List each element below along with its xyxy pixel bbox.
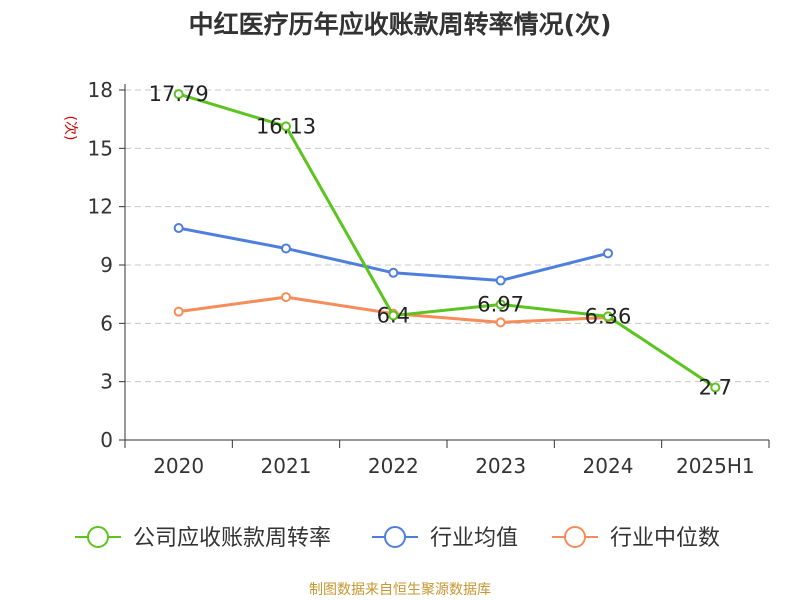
data-label: 16.13 — [256, 114, 316, 138]
legend-item-2: 行业中位数 — [552, 526, 720, 551]
series-1-point — [281, 243, 291, 254]
axes: 0 3 6 9 12 15 18 2020 2021 2022 2023 2024 2025H1 — [88, 78, 770, 478]
legend-label: 公司应收账款周转率 — [133, 526, 331, 551]
data-labels: 17.79 16.13 6.4 6.97 6.36 2.7 — [149, 82, 732, 399]
series-1-point — [495, 275, 506, 286]
legend-swatch-marker — [564, 526, 586, 548]
y-tick-label: 18 — [88, 78, 113, 102]
series-2-point — [495, 317, 506, 328]
series-1-point — [603, 248, 613, 259]
data-label: 2.7 — [699, 376, 732, 400]
x-tick-label: 2025H1 — [676, 454, 755, 478]
x-tick-label: 2021 — [261, 454, 312, 478]
y-axis-label: (次) — [62, 116, 78, 141]
chart-title: 中红医疗历年应收账款周转率情况(次) — [189, 10, 612, 39]
legend-label: 行业中位数 — [610, 526, 720, 551]
series-2-point — [173, 306, 184, 317]
series-0-point — [603, 311, 613, 322]
series-line-0 — [178, 92, 717, 389]
data-label: 6.4 — [377, 304, 410, 328]
x-tick-label: 2023 — [475, 454, 526, 478]
series-0-point — [281, 121, 291, 132]
series-0-point — [495, 299, 506, 310]
y-tick-label: 9 — [100, 253, 113, 277]
series-0-point — [173, 89, 184, 100]
series-2-point — [281, 292, 291, 303]
x-tick-label: 2022 — [368, 454, 419, 478]
legend-item-0: 公司应收账款周转率 — [75, 526, 331, 551]
source-note: 制图数据来自恒生聚源数据库 — [309, 582, 491, 598]
grid-lines — [125, 89, 769, 383]
data-label: 6.97 — [477, 292, 524, 316]
y-tick-label: 6 — [100, 311, 113, 335]
x-tick-label: 2020 — [153, 454, 204, 478]
series-0-point — [710, 382, 721, 393]
series-0-point — [388, 310, 399, 321]
y-tick-label: 15 — [88, 136, 113, 160]
y-tick-label: 12 — [88, 195, 113, 219]
series-layer — [173, 89, 721, 393]
legend-swatch-marker — [87, 526, 109, 548]
legend-swatch-marker — [384, 526, 406, 548]
legend-label: 行业均值 — [430, 526, 518, 551]
y-tick-label: 3 — [100, 370, 113, 394]
data-label: 6.36 — [585, 304, 632, 328]
x-tick-label: 2024 — [583, 454, 634, 478]
legend-item-1: 行业均值 — [372, 526, 518, 551]
legend: 公司应收账款周转率 行业均值 行业中位数 — [75, 526, 720, 551]
data-label: 17.79 — [149, 82, 209, 106]
series-1-point — [173, 223, 184, 234]
y-tick-label: 0 — [100, 428, 113, 452]
series-1-point — [388, 267, 399, 278]
